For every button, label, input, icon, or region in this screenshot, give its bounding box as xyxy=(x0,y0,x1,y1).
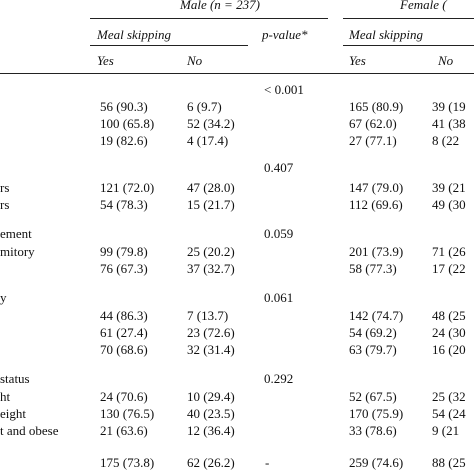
p-value: 0.059 xyxy=(264,226,294,241)
male-no-cell: 40 (23.5) xyxy=(187,406,235,421)
yes-male-header: Yes xyxy=(97,53,114,68)
male-no-cell: 47 (28.0) xyxy=(187,180,235,195)
female-group-header: Female ( xyxy=(400,0,447,12)
female-no-cell: 24 (30 xyxy=(432,325,466,340)
p-value: 0.061 xyxy=(264,290,294,305)
p-value-header: p-value* xyxy=(262,27,308,42)
meal-skipping-male-rule xyxy=(90,45,248,46)
female-no-cell: 25 (32 xyxy=(432,389,466,404)
male-no-cell: 7 (13.7) xyxy=(187,308,229,323)
female-no-cell: 41 (38 xyxy=(432,116,466,131)
female-yes-cell: 63 (79.7) xyxy=(349,342,397,357)
no-male-header: No xyxy=(187,53,203,68)
male-yes-cell: 24 (70.6) xyxy=(100,389,148,404)
female-yes-cell: 142 (74.7) xyxy=(349,308,404,323)
male-no-cell: 15 (21.7) xyxy=(187,197,235,212)
no-female-header: No xyxy=(438,53,454,68)
meal-skipping-female-header: Meal skipping xyxy=(349,27,424,42)
male-no-total: 62 (26.2) xyxy=(187,455,235,470)
female-no-total: 88 (25 xyxy=(432,455,466,470)
female-no-cell: 16 (20 xyxy=(432,342,466,357)
male-yes-cell: 56 (90.3) xyxy=(100,99,148,114)
male-yes-cell: 54 (78.3) xyxy=(100,197,148,212)
female-yes-cell: 67 (62.0) xyxy=(349,116,397,131)
male-yes-cell: 100 (65.8) xyxy=(100,116,155,131)
female-no-cell: 8 (22 xyxy=(432,133,460,148)
female-no-cell: 49 (30 xyxy=(432,197,466,212)
section-title: y xyxy=(0,290,7,305)
male-no-cell: 6 (9.7) xyxy=(187,99,222,114)
female-header-rule xyxy=(343,18,474,19)
male-no-cell: 12 (36.4) xyxy=(187,423,235,438)
female-yes-cell: 147 (79.0) xyxy=(349,180,404,195)
yes-female-header: Yes xyxy=(349,53,366,68)
female-yes-cell: 52 (67.5) xyxy=(349,389,397,404)
male-yes-cell: 61 (27.4) xyxy=(100,325,148,340)
row-label: eight xyxy=(0,406,26,421)
header-bottom-rule xyxy=(0,73,474,74)
male-yes-cell: 99 (79.8) xyxy=(100,244,148,259)
female-yes-cell: 58 (77.3) xyxy=(349,261,397,276)
p-value-total: - xyxy=(265,455,270,470)
row-label: rs xyxy=(0,197,10,212)
male-no-cell: 52 (34.2) xyxy=(187,116,235,131)
p-value: 0.407 xyxy=(264,160,294,175)
female-yes-cell: 165 (80.9) xyxy=(349,99,404,114)
section-title: status xyxy=(0,371,30,386)
row-label: rs xyxy=(0,180,10,195)
male-yes-cell: 21 (63.6) xyxy=(100,423,148,438)
male-yes-cell: 121 (72.0) xyxy=(100,180,155,195)
male-no-cell: 32 (31.4) xyxy=(187,342,235,357)
male-header-rule xyxy=(90,18,328,19)
male-no-cell: 37 (32.7) xyxy=(187,261,235,276)
female-no-cell: 54 (24 xyxy=(432,406,466,421)
male-yes-cell: 76 (67.3) xyxy=(100,261,148,276)
female-no-cell: 39 (19 xyxy=(432,99,466,114)
female-no-cell: 48 (25 xyxy=(432,308,466,323)
female-no-cell: 9 (21 xyxy=(432,423,460,438)
male-no-cell: 25 (20.2) xyxy=(187,244,235,259)
row-label: ht xyxy=(0,389,11,404)
male-group-header: Male (n = 237) xyxy=(180,0,260,12)
female-yes-cell: 54 (69.2) xyxy=(349,325,397,340)
male-no-cell: 10 (29.4) xyxy=(187,389,235,404)
row-label: t and obese xyxy=(0,423,59,438)
male-yes-cell: 19 (82.6) xyxy=(100,133,148,148)
p-value: 0.292 xyxy=(264,371,294,386)
meal-skipping-female-rule xyxy=(343,45,474,46)
female-yes-cell: 201 (73.9) xyxy=(349,244,404,259)
male-no-cell: 4 (17.4) xyxy=(187,133,229,148)
p-value: < 0.001 xyxy=(264,82,304,97)
male-yes-cell: 70 (68.6) xyxy=(100,342,148,357)
row-label: mitory xyxy=(0,244,35,259)
female-yes-cell: 33 (78.6) xyxy=(349,423,397,438)
male-no-cell: 23 (72.6) xyxy=(187,325,235,340)
female-yes-cell: 170 (75.9) xyxy=(349,406,404,421)
female-yes-cell: 112 (69.6) xyxy=(349,197,403,212)
female-no-cell: 39 (21 xyxy=(432,180,466,195)
male-yes-cell: 130 (76.5) xyxy=(100,406,155,421)
male-yes-cell: 44 (86.3) xyxy=(100,308,148,323)
female-no-cell: 17 (22 xyxy=(432,261,466,276)
female-yes-cell: 27 (77.1) xyxy=(349,133,397,148)
female-no-cell: 71 (26 xyxy=(432,244,466,259)
section-title: ement xyxy=(0,226,32,241)
female-yes-total: 259 (74.6) xyxy=(349,455,404,470)
meal-skipping-male-header: Meal skipping xyxy=(97,27,172,42)
male-yes-total: 175 (73.8) xyxy=(100,455,155,470)
